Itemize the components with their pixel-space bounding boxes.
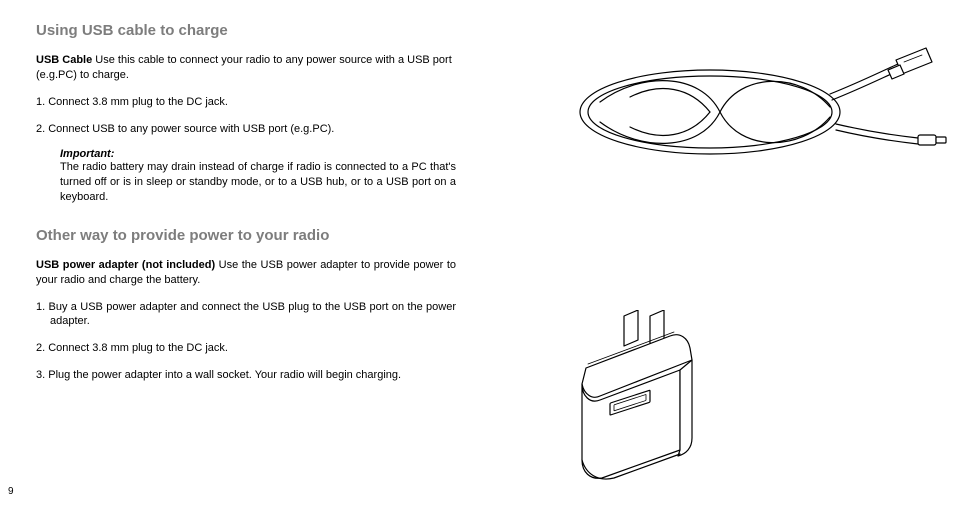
section2-step1: 1. Buy a USB power adapter and connect t… [36,300,456,330]
usb-cable-illustration [570,42,950,172]
section2-step2: 2. Connect 3.8 mm plug to the DC jack. [36,341,456,356]
section1-intro-rest: Use this cable to connect your radio to … [36,54,452,81]
section1-step2: 2. Connect USB to any power source with … [36,122,456,137]
important-text: The radio battery may drain instead of c… [60,160,456,205]
important-block: Important: The radio battery may drain i… [60,148,456,205]
section2-intro-bold: USB power adapter (not included) [36,259,215,271]
section1-intro-bold: USB Cable [36,54,92,66]
section2-heading: Other way to provide power to your radio [36,227,456,244]
section1-heading: Using USB cable to charge [36,22,456,39]
section1-intro: USB Cable Use this cable to connect your… [36,53,456,83]
section2-intro: USB power adapter (not included) Use the… [36,258,456,288]
manual-page: Using USB cable to charge USB Cable Use … [0,0,954,509]
important-label: Important: [60,148,456,160]
section2-step3: 3. Plug the power adapter into a wall so… [36,368,456,383]
power-adapter-illustration [552,310,712,490]
power-adapter-svg [552,310,712,490]
section1-step1: 1. Connect 3.8 mm plug to the DC jack. [36,95,456,110]
text-column: Using USB cable to charge USB Cable Use … [36,22,456,395]
page-number: 9 [8,486,14,497]
usb-cable-svg [570,42,950,172]
